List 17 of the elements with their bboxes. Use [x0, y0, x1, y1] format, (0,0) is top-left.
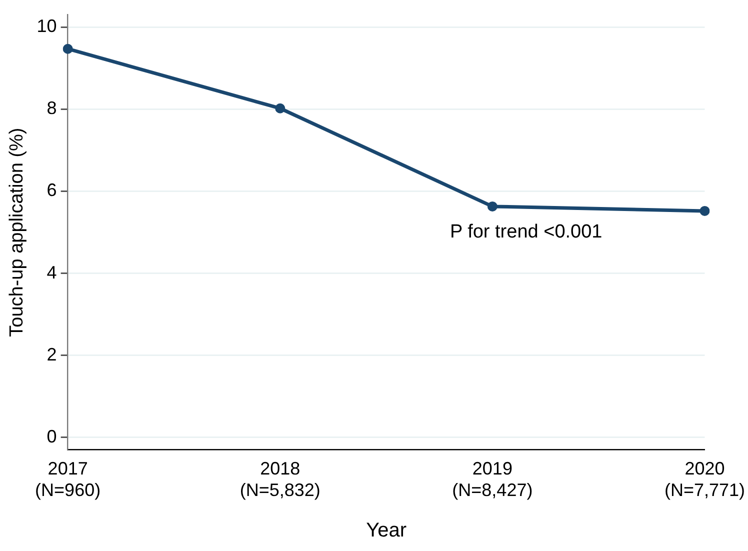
- point: [62, 44, 73, 54]
- x-tick-label: 2019 (N=8,427): [452, 458, 533, 500]
- y-tick-label: 4: [46, 262, 57, 282]
- y-tick-label: 2: [46, 344, 57, 364]
- x-axis-title: Year: [366, 520, 407, 542]
- x-tick-label: 2020 (N=7,771): [664, 458, 745, 500]
- annotation: P for trend <0.001: [450, 222, 602, 243]
- y-axis-title: Touch-up application (%): [6, 128, 28, 337]
- point: [700, 206, 710, 216]
- point: [275, 103, 286, 114]
- point: [487, 201, 498, 212]
- y-tick-label: 0: [46, 426, 57, 446]
- x-tick-label: 2018 (N=5,832): [240, 458, 320, 500]
- x-tick-label: 2017 (N=960): [35, 458, 101, 500]
- y-tick-label: 6: [46, 180, 57, 200]
- y-tick-label: 10: [36, 16, 57, 36]
- y-tick-label: 8: [46, 98, 57, 118]
